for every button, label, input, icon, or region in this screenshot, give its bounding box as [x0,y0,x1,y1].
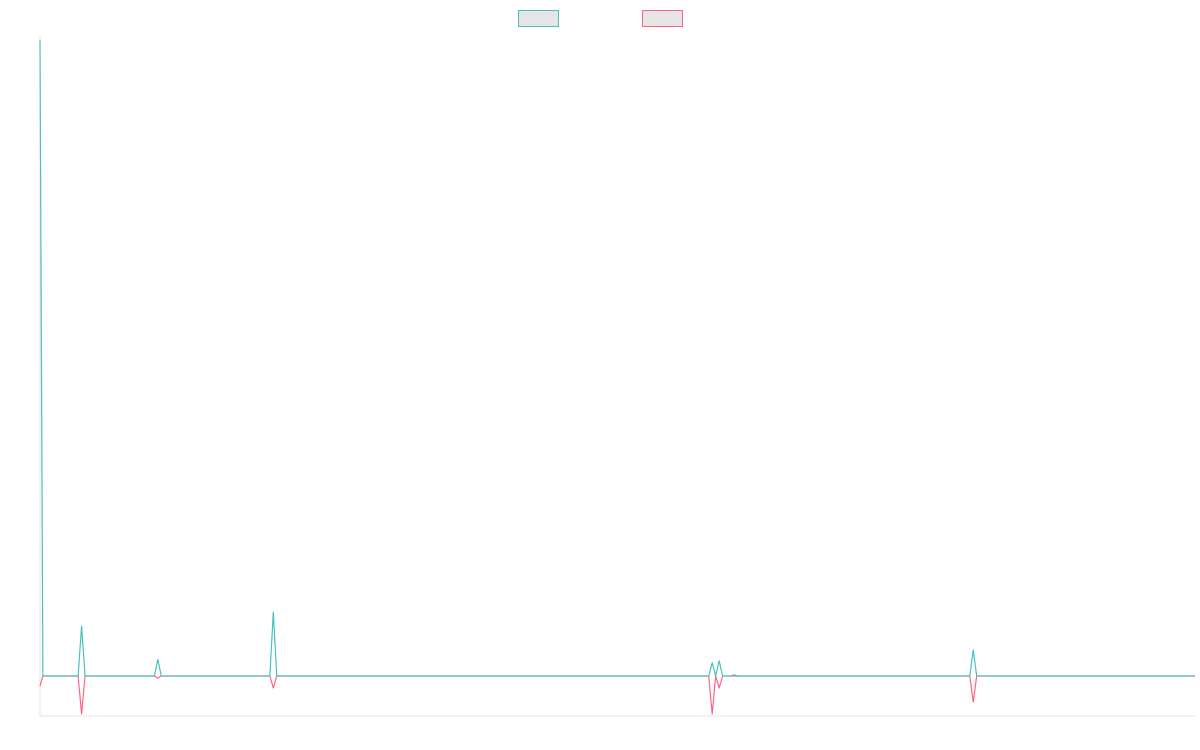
axes [39,36,1195,717]
legend-swatch-series-1[interactable] [642,10,683,27]
series-1-line [39,675,1195,715]
legend-swatch-series-0[interactable] [518,10,559,27]
series-1 [39,675,1195,715]
series-0 [39,39,1195,677]
legend [518,10,683,27]
series-0-line [39,39,1195,677]
series-layer [39,39,1195,715]
